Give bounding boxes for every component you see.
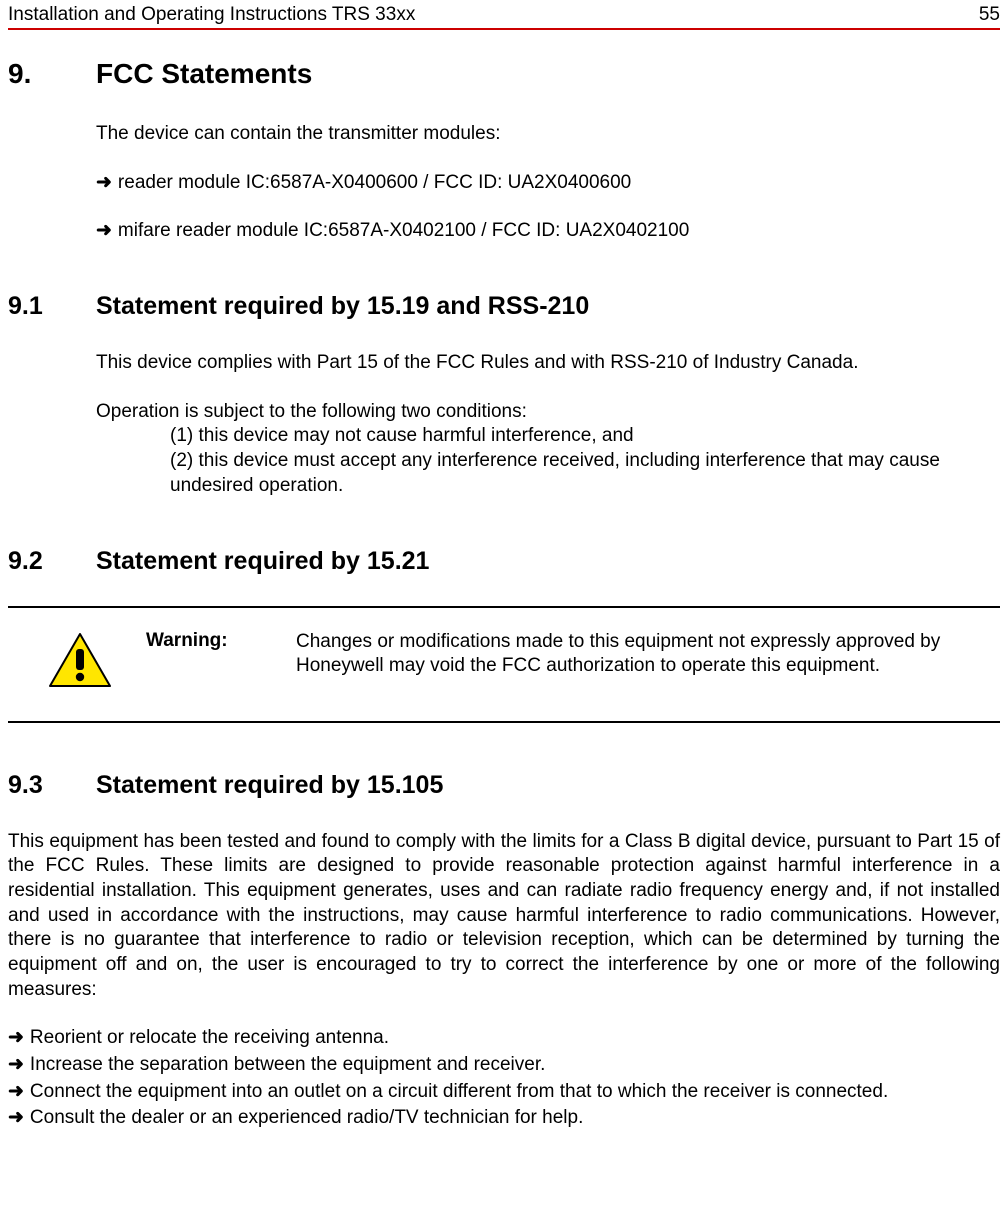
section-91-p1: This device complies with Part 15 of the… [96, 351, 1000, 376]
warning-label: Warning: [146, 630, 296, 652]
bullet-text: mifare reader module IC:6587A-X0402100 /… [118, 219, 689, 244]
bullet-text: Connect the equipment into an outlet on … [30, 1080, 888, 1105]
condition-1: (1) this device may not cause harmful in… [170, 424, 1000, 449]
arrow-icon: ➜ [96, 219, 112, 244]
page-header: Installation and Operating Instructions … [8, 4, 1000, 30]
conditions-block: Operation is subject to the following tw… [96, 400, 1000, 499]
condition-2: (2) this device must accept any interfer… [170, 449, 1000, 498]
bullet-text: Increase the separation between the equi… [30, 1053, 545, 1078]
section-number: 9. [8, 58, 96, 90]
warning-text: Changes or modifications made to this eq… [296, 630, 1000, 679]
section-9-intro: The device can contain the transmitter m… [96, 122, 1000, 147]
warning-triangle-icon [48, 632, 116, 693]
bullet-item: ➜ Consult the dealer or an experienced r… [8, 1106, 1000, 1131]
warning-box: Warning: Changes or modifications made t… [8, 606, 1000, 723]
subsection-title: Statement required by 15.19 and RSS-210 [96, 292, 589, 321]
subsection-number: 9.1 [8, 292, 96, 321]
section-title: FCC Statements [96, 58, 312, 90]
subsection-number: 9.2 [8, 547, 96, 576]
section-93-heading: 9.3 Statement required by 15.105 [8, 771, 1000, 800]
bullet-text: Reorient or relocate the receiving anten… [30, 1026, 389, 1051]
header-title: Installation and Operating Instructions … [8, 4, 415, 26]
bullet-text: reader module IC:6587A-X0400600 / FCC ID… [118, 171, 631, 196]
section-93-p1: This equipment has been tested and found… [8, 830, 1000, 1003]
arrow-icon: ➜ [8, 1106, 24, 1131]
subsection-title: Statement required by 15.105 [96, 771, 443, 800]
bullet-item: ➜ Reorient or relocate the receiving ant… [8, 1026, 1000, 1051]
subsection-number: 9.3 [8, 771, 96, 800]
section-92-heading: 9.2 Statement required by 15.21 [8, 547, 1000, 576]
bullet-item: ➜ mifare reader module IC:6587A-X0402100… [96, 219, 1000, 244]
bullet-text: Consult the dealer or an experienced rad… [30, 1106, 583, 1131]
section-9-heading: 9. FCC Statements [8, 58, 1000, 90]
subsection-title: Statement required by 15.21 [96, 547, 429, 576]
bullet-item: ➜ Connect the equipment into an outlet o… [8, 1080, 1000, 1105]
arrow-icon: ➜ [96, 171, 112, 196]
arrow-icon: ➜ [8, 1053, 24, 1078]
bullet-item: ➜ reader module IC:6587A-X0400600 / FCC … [96, 171, 1000, 196]
arrow-icon: ➜ [8, 1026, 24, 1051]
page-number: 55 [979, 4, 1000, 26]
arrow-icon: ➜ [8, 1080, 24, 1105]
bullet-item: ➜ Increase the separation between the eq… [8, 1053, 1000, 1078]
section-91-heading: 9.1 Statement required by 15.19 and RSS-… [8, 292, 1000, 321]
conditions-intro: Operation is subject to the following tw… [96, 400, 1000, 425]
